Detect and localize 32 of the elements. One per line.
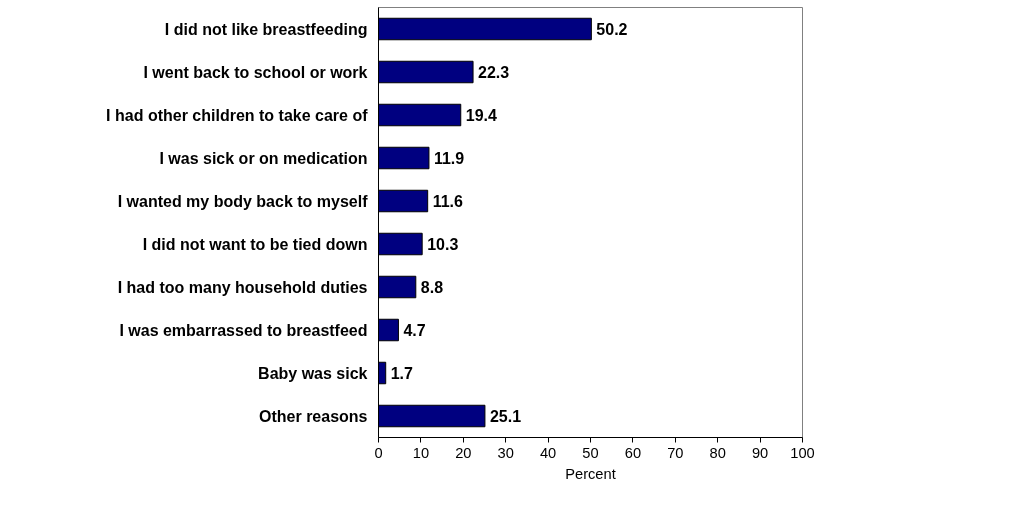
x-tick-label: 80: [709, 444, 726, 461]
data-label: 22.3: [478, 64, 510, 81]
data-label: 4.7: [403, 322, 426, 339]
y-tick-label: I had too many household duties: [117, 278, 368, 296]
x-tick-label: 0: [374, 444, 383, 461]
data-label: 25.1: [489, 408, 522, 425]
x-tick-label: 20: [455, 444, 472, 461]
y-tick-label: Other reasons: [259, 407, 368, 425]
y-tick-label: I was embarrassed to breastfeed: [119, 321, 368, 339]
data-label: 11.9: [433, 150, 465, 167]
x-tick-label: 90: [751, 444, 769, 461]
data-label: 8.8: [420, 279, 444, 296]
y-tick-label: I was sick or on medication: [159, 149, 368, 167]
y-tick-label: I had other children to take care of: [106, 106, 369, 124]
x-tick-label: 50: [582, 444, 599, 461]
x-tick-label: 40: [539, 444, 557, 461]
data-label: 1.7: [390, 365, 414, 382]
y-tick-label: I wanted my body back to myself: [117, 192, 369, 210]
data-label: 50.2: [596, 21, 628, 38]
y-tick-label: I went back to school or work: [143, 63, 368, 81]
x-tick-label: 10: [412, 444, 430, 461]
y-tick-label: Baby was sick: [258, 364, 368, 382]
x-tick-label: 70: [667, 444, 684, 461]
data-label: 19.4: [465, 107, 497, 124]
data-label: 11.6: [432, 193, 464, 210]
x-tick-label: 60: [624, 444, 642, 461]
x-tick-label: 100: [790, 444, 815, 461]
x-axis-title: Percent: [565, 465, 616, 482]
y-tick-label: I did not like breastfeeding: [164, 20, 368, 38]
data-label: 10.3: [427, 236, 459, 253]
y-tick-label: I did not want to be tied down: [142, 235, 368, 253]
x-tick-label: 30: [497, 444, 514, 461]
